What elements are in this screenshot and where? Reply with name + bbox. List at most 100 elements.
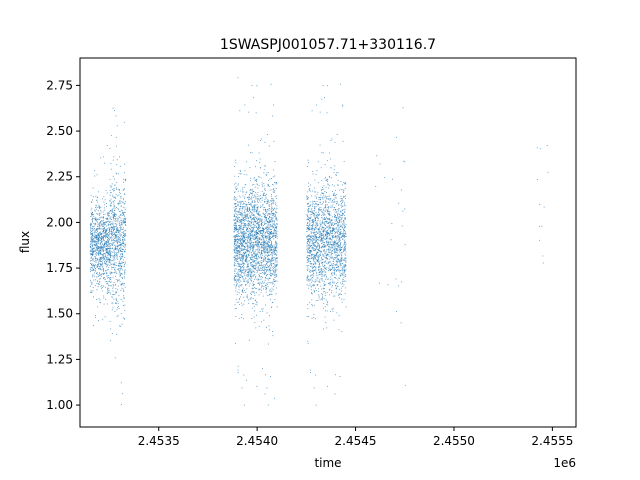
data-point — [328, 238, 330, 240]
data-point — [311, 235, 313, 237]
data-point — [270, 244, 272, 246]
data-point — [264, 236, 266, 237]
data-point — [267, 261, 269, 263]
data-point — [252, 200, 254, 202]
data-point — [244, 236, 245, 238]
data-point — [253, 217, 255, 219]
data-point — [250, 235, 252, 236]
data-point — [239, 239, 241, 241]
data-point — [124, 318, 126, 320]
data-point — [335, 278, 337, 279]
data-point — [268, 205, 270, 207]
data-point — [118, 188, 120, 190]
data-point — [244, 231, 245, 233]
data-point — [243, 236, 245, 238]
data-point — [250, 257, 252, 259]
data-point — [258, 198, 260, 200]
data-point — [271, 287, 273, 289]
data-point — [246, 294, 248, 296]
data-point — [111, 272, 113, 274]
data-point — [96, 280, 98, 282]
data-point — [273, 249, 274, 251]
data-point — [240, 231, 242, 233]
data-point — [257, 267, 259, 269]
data-point — [242, 245, 244, 247]
data-point — [115, 214, 117, 216]
data-point — [249, 194, 251, 196]
data-point — [257, 206, 259, 208]
data-point — [121, 210, 123, 212]
data-point — [235, 216, 237, 217]
data-point — [99, 243, 101, 245]
data-point — [239, 245, 240, 247]
data-point — [335, 288, 337, 290]
data-point — [114, 207, 116, 209]
data-point — [245, 224, 247, 226]
data-point — [107, 236, 109, 238]
data-point — [345, 183, 347, 185]
data-point — [255, 198, 257, 200]
data-point — [110, 186, 112, 188]
data-point — [256, 183, 258, 185]
data-point — [262, 267, 263, 269]
data-point — [265, 258, 266, 260]
data-point — [113, 203, 115, 205]
data-point — [123, 199, 125, 201]
data-point — [335, 285, 337, 287]
data-point — [236, 247, 238, 249]
data-point — [269, 247, 271, 249]
data-point — [251, 287, 253, 289]
data-point — [114, 272, 115, 274]
data-point — [118, 306, 119, 307]
data-point — [234, 252, 235, 253]
data-point — [342, 259, 344, 260]
data-point — [252, 264, 254, 266]
data-point — [337, 255, 339, 257]
data-point — [101, 284, 103, 286]
data-point — [102, 266, 104, 268]
data-point — [264, 281, 266, 283]
data-point — [269, 189, 271, 191]
data-point — [270, 290, 272, 292]
data-point — [247, 226, 249, 228]
data-point — [242, 231, 244, 233]
data-point — [273, 200, 275, 202]
data-point — [240, 277, 241, 279]
data-point — [331, 284, 333, 286]
data-point — [252, 271, 254, 272]
data-point — [101, 234, 103, 236]
data-point — [276, 223, 278, 224]
data-point — [256, 237, 258, 239]
data-point — [257, 225, 259, 227]
data-point — [97, 221, 98, 223]
data-point — [335, 212, 337, 214]
data-point — [249, 209, 251, 211]
data-point — [266, 199, 268, 201]
data-point — [329, 252, 331, 254]
data-point — [313, 239, 315, 241]
data-point — [259, 279, 261, 281]
data-point — [122, 262, 124, 264]
data-point — [233, 284, 235, 286]
data-point — [90, 260, 91, 262]
data-point — [258, 294, 260, 296]
data-point — [268, 270, 270, 272]
data-point — [236, 245, 238, 247]
data-point — [123, 290, 124, 292]
data-point — [120, 234, 122, 236]
data-point — [262, 225, 264, 226]
data-point — [245, 233, 247, 234]
data-point — [308, 229, 310, 231]
data-point — [253, 281, 255, 282]
data-point — [123, 243, 124, 245]
data-point — [324, 267, 326, 269]
data-point — [109, 261, 111, 263]
data-point — [338, 260, 340, 262]
data-point — [330, 261, 331, 263]
data-point — [249, 239, 251, 240]
data-point — [246, 257, 248, 259]
data-point — [124, 172, 125, 174]
data-point — [258, 288, 260, 290]
data-point — [268, 213, 270, 215]
data-point — [308, 216, 310, 218]
